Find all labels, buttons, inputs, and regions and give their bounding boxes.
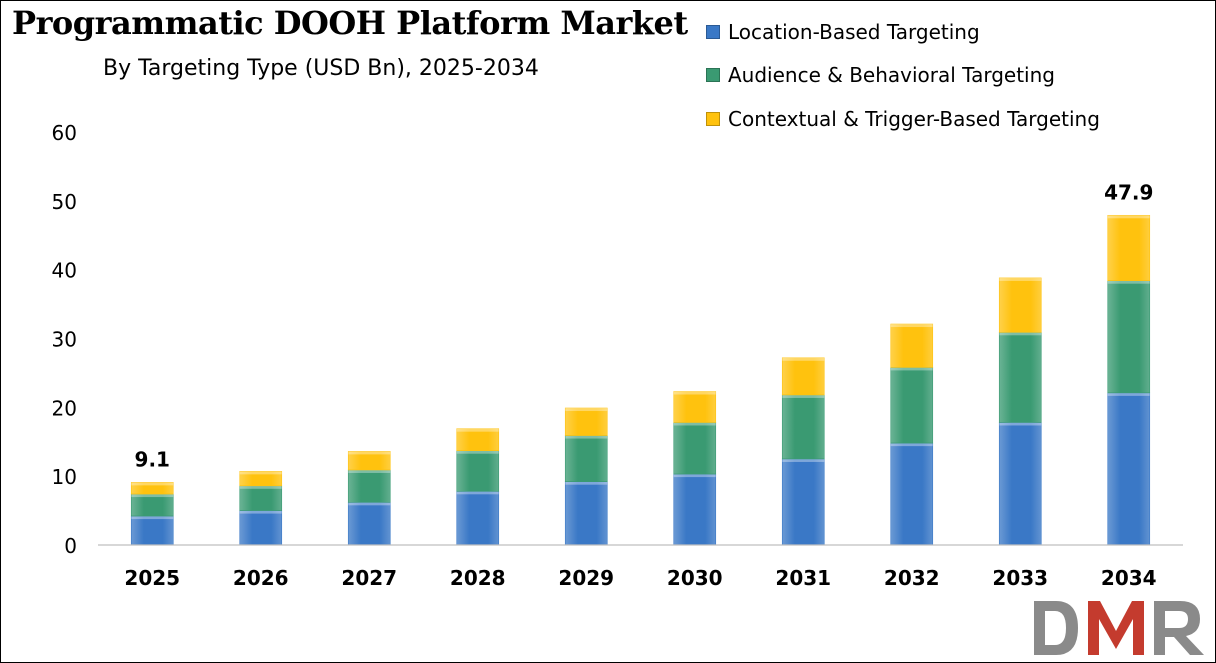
bar-2025-location (130, 515, 174, 546)
bar-2032-audience (890, 367, 934, 444)
bar-highlight-2028-location (456, 491, 499, 495)
bar-highlight-2028-contextual (456, 428, 499, 432)
bar-2029-audience (564, 435, 608, 482)
legend-swatch-audience (706, 68, 720, 83)
y-tick-label-0: 0 (64, 534, 77, 558)
x-tick-label-2033: 2033 (992, 566, 1048, 590)
bar-2030-audience (673, 422, 717, 475)
bar-highlight-2034-location (1107, 392, 1150, 396)
bar-2029-contextual (564, 407, 608, 436)
bar-2030-location (673, 473, 717, 546)
bar-highlight-2026-contextual (239, 471, 282, 475)
bar-2025-audience (130, 493, 174, 517)
bar-highlight-2030-location (673, 474, 716, 478)
bar-highlight-2034-audience (1107, 280, 1150, 284)
legend-item-audience: Audience & Behavioral Targeting (706, 54, 1100, 98)
bar-highlight-2027-audience (348, 469, 391, 473)
bar-2029-location (564, 481, 608, 546)
bar-2033-contextual (998, 277, 1042, 333)
bar-2033-location (998, 422, 1042, 546)
x-tick-label-2034: 2034 (1101, 566, 1157, 590)
x-tick-label-2028: 2028 (450, 566, 506, 590)
bar-2031-location (781, 458, 825, 546)
bar-highlight-2033-audience (999, 332, 1042, 336)
bar-highlight-2028-audience (456, 450, 499, 454)
x-tick-label-2029: 2029 (558, 566, 614, 590)
bar-2027-audience (347, 469, 391, 503)
bar-2028-audience (456, 450, 500, 492)
legend-swatch-location (706, 24, 720, 39)
bar-highlight-2033-location (999, 422, 1042, 426)
bar-2027-contextual (347, 451, 391, 471)
bar-highlight-2031-contextual (782, 357, 825, 361)
legend-item-location: Location-Based Targeting (706, 10, 1100, 54)
bar-2026-contextual (239, 471, 283, 487)
bar-2026-audience (239, 485, 283, 511)
x-tick-label-2025: 2025 (124, 566, 180, 590)
bar-highlight-2030-audience (673, 422, 716, 426)
y-tick-label-30: 30 (52, 328, 77, 352)
bar-2034-location (1107, 392, 1151, 546)
x-tick-label-2026: 2026 (233, 566, 289, 590)
bar-2026-location (239, 510, 283, 546)
bar-highlight-2033-contextual (999, 277, 1042, 281)
bar-highlight-2032-audience (890, 367, 933, 371)
bar-2034-contextual (1107, 214, 1151, 281)
bar-highlight-2031-audience (782, 394, 825, 398)
bar-2032-contextual (890, 323, 934, 368)
bar-2028-location (456, 491, 500, 546)
bar-2034-audience (1107, 280, 1151, 394)
bar-2031-contextual (781, 357, 825, 396)
x-tick-label-2032: 2032 (884, 566, 940, 590)
bar-highlight-2025-contextual (131, 482, 174, 486)
bar-2032-location (890, 442, 934, 546)
y-tick-label-20: 20 (52, 396, 77, 420)
bar-highlight-2034-contextual (1107, 215, 1150, 219)
bar-highlight-2029-contextual (565, 408, 608, 412)
x-tick-label-2030: 2030 (667, 566, 723, 590)
chart-title: Programmatic DOOH Platform Market (12, 4, 688, 42)
bar-highlight-2031-location (782, 458, 825, 462)
dmr-logo (1034, 601, 1204, 655)
legend-label-location: Location-Based Targeting (728, 19, 980, 44)
bar-highlight-2027-location (348, 502, 391, 506)
x-tick-label-2031: 2031 (775, 566, 831, 590)
data-label-2034: 47.9 (1104, 180, 1153, 204)
bar-highlight-2032-location (890, 443, 933, 447)
y-tick-label-50: 50 (52, 190, 77, 214)
data-label-2025: 9.1 (135, 447, 170, 471)
bar-2025-contextual (130, 482, 174, 495)
legend-label-contextual: Contextual & Trigger-Based Targeting (728, 106, 1100, 131)
bar-highlight-2029-audience (565, 435, 608, 439)
bar-highlight-2027-contextual (348, 451, 391, 455)
bar-highlight-2030-contextual (673, 391, 716, 395)
bar-2027-location (347, 502, 391, 546)
legend-swatch-contextual (706, 111, 720, 126)
legend-item-contextual: Contextual & Trigger-Based Targeting (706, 97, 1100, 141)
chart-subtitle: By Targeting Type (USD Bn), 2025-2034 (103, 56, 539, 81)
bar-2030-contextual (673, 391, 717, 423)
bar-highlight-2025-audience (131, 494, 174, 498)
y-tick-label-10: 10 (52, 465, 77, 489)
legend: Location-Based Targeting Audience & Beha… (706, 10, 1100, 141)
bar-highlight-2026-location (239, 510, 282, 514)
bar-highlight-2025-location (131, 516, 174, 520)
bar-2028-contextual (456, 428, 500, 451)
bar-2033-audience (998, 332, 1042, 423)
bar-highlight-2026-audience (239, 485, 282, 489)
bar-highlight-2029-location (565, 481, 608, 485)
x-tick-label-2027: 2027 (341, 566, 397, 590)
bar-highlight-2032-contextual (890, 324, 933, 328)
bar-2031-audience (781, 394, 825, 460)
y-tick-label-40: 40 (52, 259, 77, 283)
legend-label-audience: Audience & Behavioral Targeting (728, 63, 1055, 88)
y-tick-label-60: 60 (52, 121, 77, 145)
